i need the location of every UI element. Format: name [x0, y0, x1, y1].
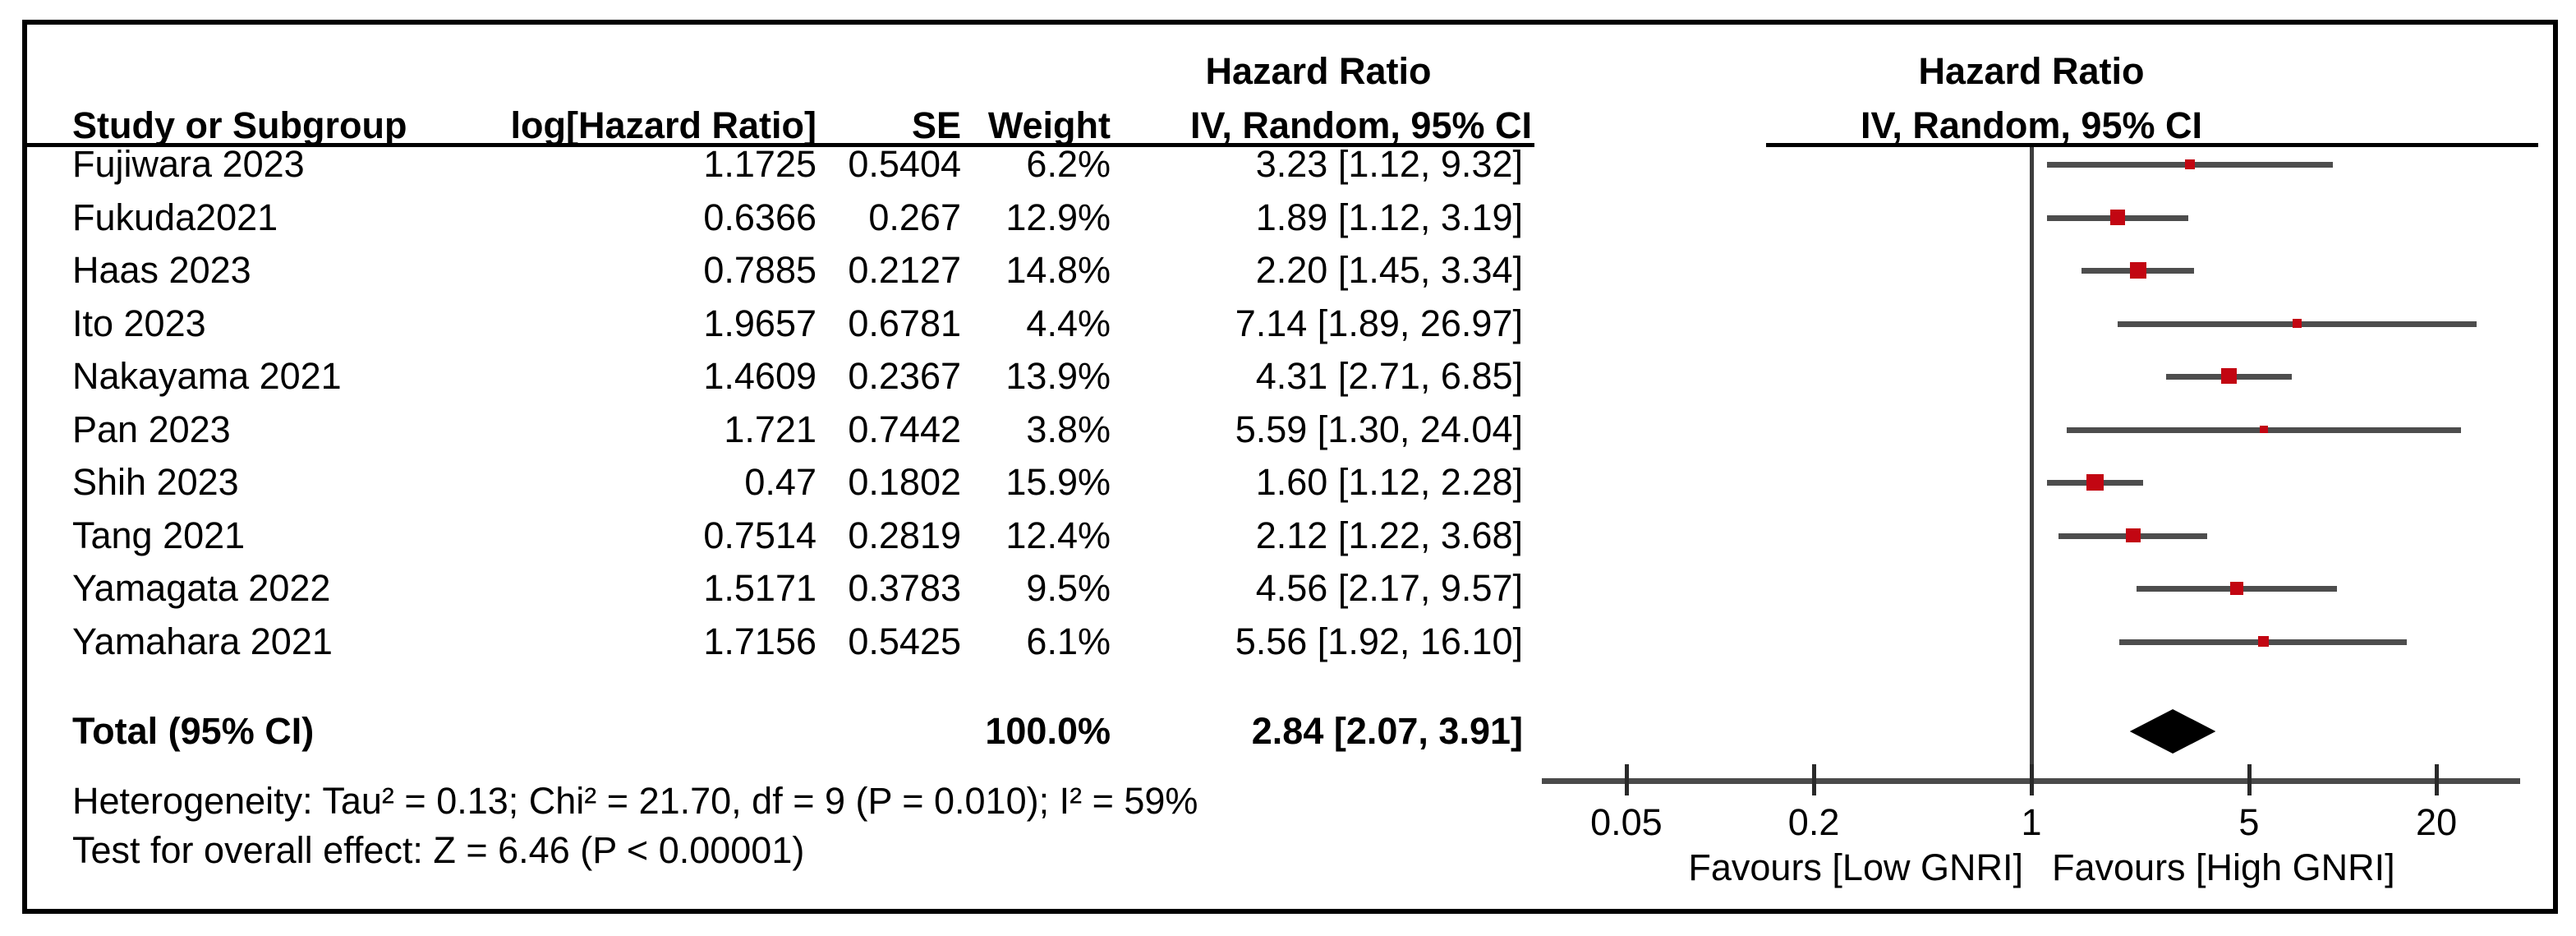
plot-header-hr-ci: IV, Random, 95% CI [1861, 104, 2202, 146]
study-name-cell: Haas 2023 [72, 249, 251, 291]
study-name-cell: Pan 2023 [72, 408, 231, 450]
hr-ci-cell: 1.89 [1.12, 3.19] [1255, 196, 1523, 238]
x-axis-tick [1812, 764, 1817, 795]
log-hr-cell: 1.1725 [703, 143, 816, 185]
log-hr-cell: 0.6366 [703, 196, 816, 238]
hr-ci-cell: 2.20 [1.45, 3.34] [1255, 249, 1523, 291]
weight-cell: 3.8% [1026, 408, 1111, 450]
overall-effect-text: Test for overall effect: Z = 6.46 (P < 0… [72, 829, 805, 871]
se-cell: 0.7442 [848, 408, 961, 450]
study-name-cell: Nakayama 2021 [72, 355, 342, 397]
weight-cell: 13.9% [1005, 355, 1111, 397]
weight-cell: 12.9% [1005, 196, 1111, 238]
effect-square [2220, 368, 2237, 385]
study-name-cell: Yamahara 2021 [72, 620, 333, 662]
x-axis-tick-label: 0.2 [1787, 801, 1840, 843]
weight-cell: 15.9% [1005, 461, 1111, 503]
column-header-study: Study or Subgroup [72, 104, 407, 146]
weight-cell: 6.2% [1026, 143, 1111, 185]
total-row-hr-ci: 2.84 [2.07, 3.91] [1251, 710, 1523, 752]
null-effect-line [2030, 147, 2034, 781]
log-hr-cell: 0.47 [744, 461, 816, 503]
log-hr-cell: 1.7156 [703, 620, 816, 662]
effect-square [2086, 473, 2104, 491]
log-hr-cell: 0.7885 [703, 249, 816, 291]
effect-square [2109, 210, 2125, 225]
x-axis-tick [2030, 764, 2034, 795]
x-axis-tick [2247, 764, 2252, 795]
x-axis-tick-label: 5 [2238, 801, 2260, 843]
se-cell: 0.2127 [848, 249, 961, 291]
log-hr-cell: 1.4609 [703, 355, 816, 397]
header-underline-right [1766, 143, 2538, 147]
hr-ci-cell: 2.12 [1.22, 3.68] [1255, 514, 1523, 556]
log-hr-cell: 1.9657 [703, 302, 816, 344]
se-cell: 0.5425 [848, 620, 961, 662]
column-header-se: SE [911, 104, 961, 146]
weight-cell: 14.8% [1005, 249, 1111, 291]
effect-square [2293, 319, 2302, 328]
hr-ci-cell: 1.60 [1.12, 2.28] [1255, 461, 1523, 503]
se-cell: 0.6781 [848, 302, 961, 344]
study-name-cell: Fukuda2021 [72, 196, 278, 238]
column-header-loghr: log[Hazard Ratio] [510, 104, 816, 146]
log-hr-cell: 1.721 [724, 408, 816, 450]
effect-square [2260, 425, 2269, 434]
hr-ci-cell: 4.56 [2.17, 9.57] [1255, 567, 1523, 609]
se-cell: 0.1802 [848, 461, 961, 503]
x-axis-tick-label: 0.05 [1590, 801, 1663, 843]
x-axis-tick [1624, 764, 1629, 795]
column-header-hr-title: Hazard Ratio [1205, 50, 1432, 92]
column-header-hr-ci: IV, Random, 95% CI [1190, 104, 1532, 146]
header-underline-left [24, 143, 1534, 147]
weight-cell: 12.4% [1005, 514, 1111, 556]
weight-cell: 4.4% [1026, 302, 1111, 344]
favours-left-label: Favours [Low GNRI] [1688, 846, 2023, 888]
total-row-label: Total (95% CI) [72, 710, 315, 752]
study-name-cell: Ito 2023 [72, 302, 206, 344]
effect-square [2258, 636, 2269, 647]
weight-cell: 6.1% [1026, 620, 1111, 662]
favours-right-label: Favours [High GNRI] [2052, 846, 2395, 888]
study-name-cell: Fujiwara 2023 [72, 143, 305, 185]
effect-square [2125, 528, 2141, 543]
x-axis-tick-label: 1 [2021, 801, 2042, 843]
se-cell: 0.2819 [848, 514, 961, 556]
effect-square [2229, 582, 2243, 595]
heterogeneity-text: Heterogeneity: Tau² = 0.13; Chi² = 21.70… [72, 780, 1198, 822]
plot-header-hr-title: Hazard Ratio [1918, 50, 2145, 92]
se-cell: 0.2367 [848, 355, 961, 397]
log-hr-cell: 0.7514 [703, 514, 816, 556]
hr-ci-cell: 3.23 [1.12, 9.32] [1255, 143, 1523, 185]
total-row-weight: 100.0% [985, 710, 1111, 752]
hr-ci-cell: 4.31 [2.71, 6.85] [1255, 355, 1523, 397]
hr-ci-cell: 7.14 [1.89, 26.97] [1235, 302, 1523, 344]
effect-square [2184, 159, 2196, 170]
x-axis-tick [2435, 764, 2440, 795]
figure-border [22, 20, 2558, 914]
se-cell: 0.3783 [848, 567, 961, 609]
column-header-weight: Weight [987, 104, 1111, 146]
weight-cell: 9.5% [1026, 567, 1111, 609]
se-cell: 0.267 [868, 196, 961, 238]
hr-ci-cell: 5.56 [1.92, 16.10] [1235, 620, 1523, 662]
log-hr-cell: 1.5171 [703, 567, 816, 609]
se-cell: 0.5404 [848, 143, 961, 185]
study-name-cell: Tang 2021 [72, 514, 246, 556]
study-name-cell: Shih 2023 [72, 461, 239, 503]
x-axis-tick-label: 20 [2416, 801, 2458, 843]
effect-square [2129, 262, 2146, 279]
hr-ci-cell: 5.59 [1.30, 24.04] [1235, 408, 1523, 450]
study-name-cell: Yamagata 2022 [72, 567, 331, 609]
